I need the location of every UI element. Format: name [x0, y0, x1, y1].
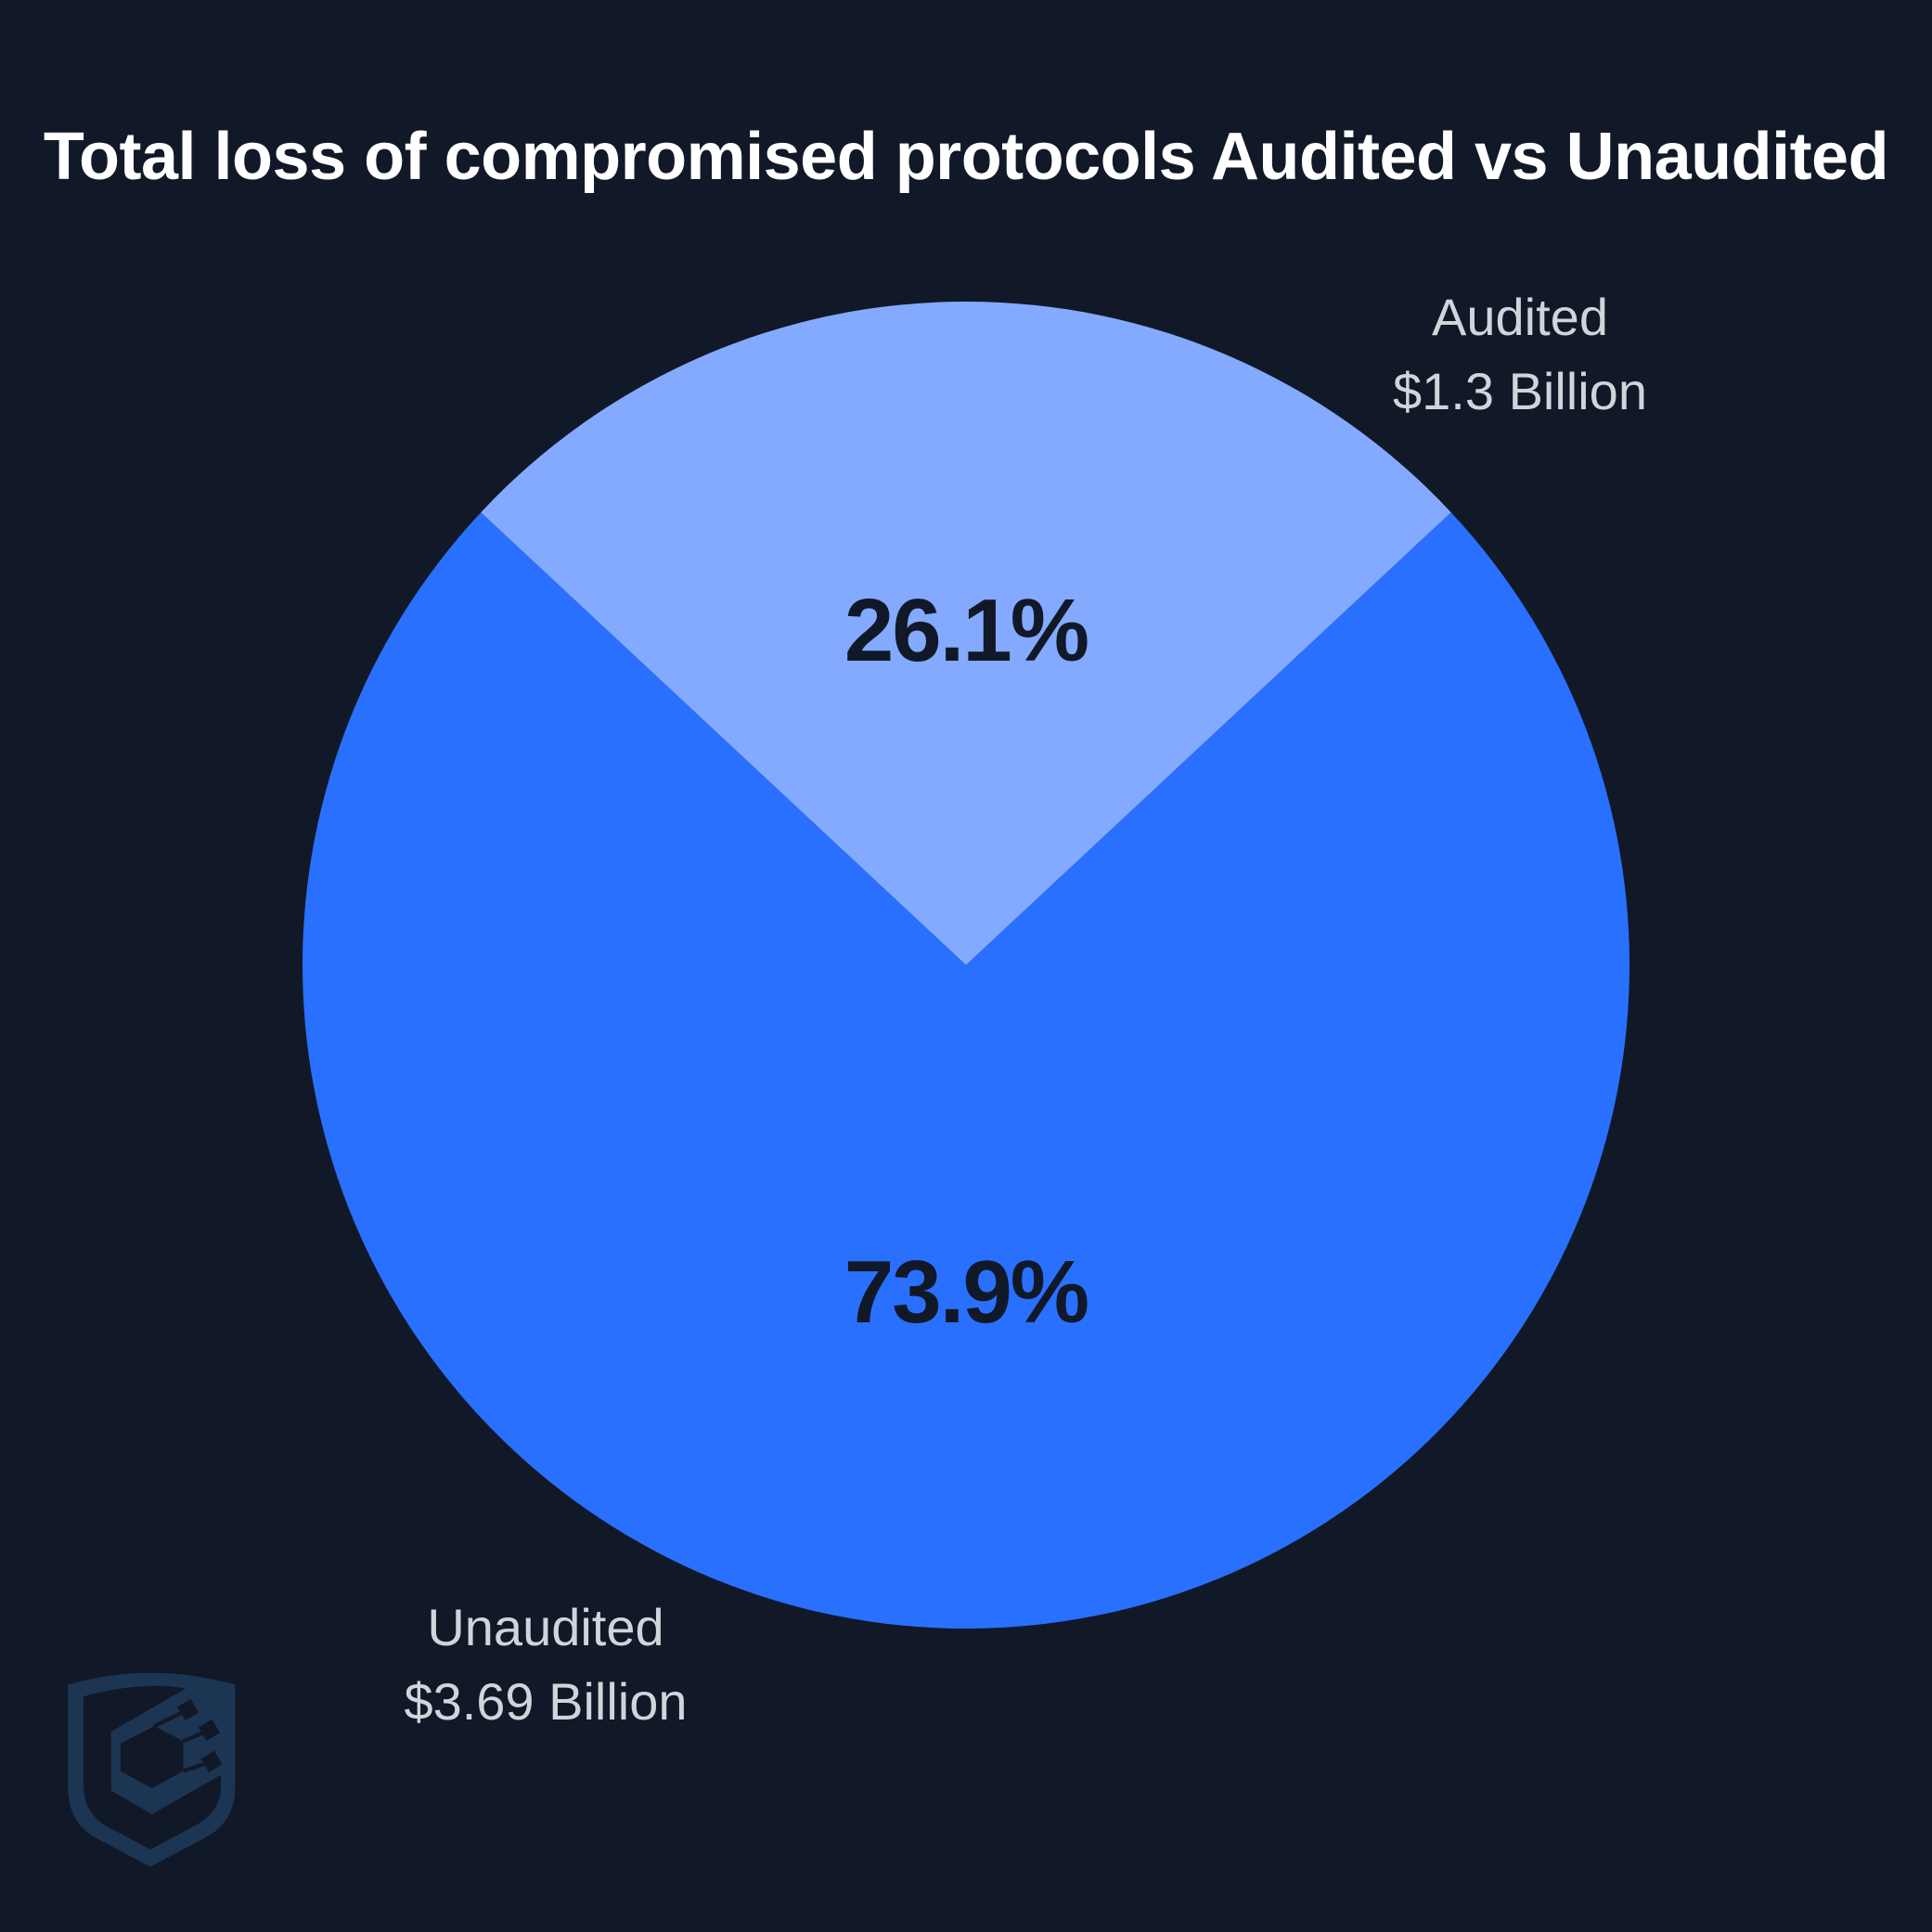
audited-name: Audited [1432, 288, 1608, 346]
audited-percent-label: 26.1% [844, 581, 1089, 680]
unaudited-percent-label: 73.9% [844, 1243, 1089, 1342]
chart-title: Total loss of compromised protocols Audi… [43, 120, 1889, 194]
audited-value: $1.3 Billion [1393, 362, 1647, 420]
pie-slice-audited [481, 301, 1451, 965]
shield-cube-logo-icon [68, 1672, 236, 1867]
unaudited-external-label: Unaudited $3.69 Billion [332, 1591, 759, 1739]
unaudited-value: $3.69 Billion [404, 1672, 688, 1731]
audited-external-label: Audited $1.3 Billion [1307, 280, 1733, 429]
pie-slice-unaudited [303, 512, 1630, 1629]
unaudited-name: Unaudited [427, 1598, 664, 1656]
